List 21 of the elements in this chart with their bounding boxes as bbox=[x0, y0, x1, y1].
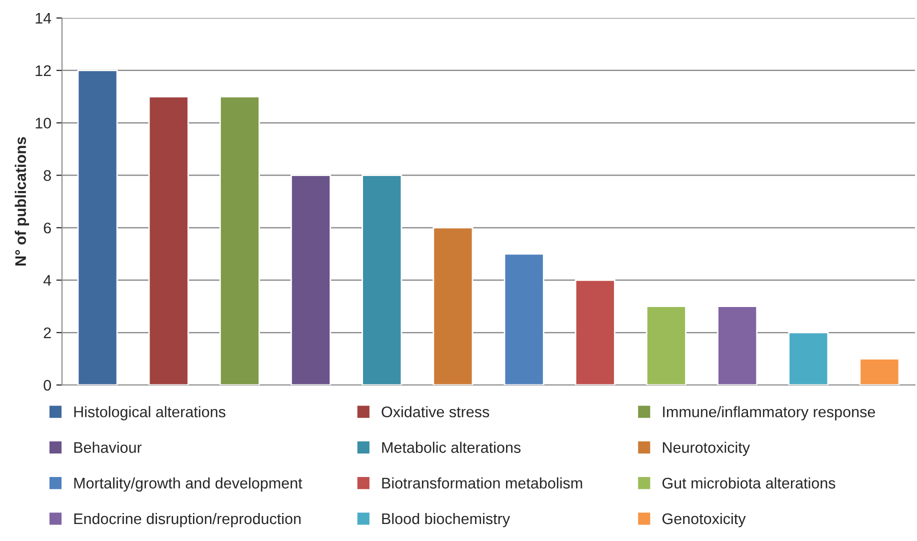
y-tick-label: 4 bbox=[43, 275, 52, 286]
legend-label: Behaviour bbox=[74, 442, 142, 453]
y-tick-label: 2 bbox=[44, 327, 51, 338]
y-tick-label: 12 bbox=[36, 65, 51, 76]
y-axis-title: N° of publications bbox=[14, 137, 30, 266]
y-tick-label: 14 bbox=[36, 13, 52, 24]
y-tick-label: 6 bbox=[44, 222, 51, 234]
legend-label: Oxidative stress bbox=[382, 406, 490, 418]
legend-label: Histological alterations bbox=[74, 406, 226, 420]
legend-label: Endocrine disruption/reproduction bbox=[74, 512, 301, 528]
legend-label: Metabolic alterations bbox=[382, 442, 521, 453]
legend-label: Blood biochemistry bbox=[382, 512, 510, 528]
legend-label: Mortality/growth and development bbox=[74, 477, 302, 492]
y-tick-label: 8 bbox=[44, 170, 51, 181]
legend-label: Immune/inflammatory response bbox=[663, 406, 875, 420]
y-tick-label: 10 bbox=[36, 118, 51, 129]
legend-label: Biotransformation metabolism bbox=[382, 477, 582, 489]
y-tick-label: 0 bbox=[44, 380, 51, 391]
legend-label: Neurotoxicity bbox=[662, 442, 750, 456]
legend-label: Gut microbiota alterations bbox=[662, 477, 836, 489]
legend-label: Genotoxicity bbox=[662, 512, 746, 528]
